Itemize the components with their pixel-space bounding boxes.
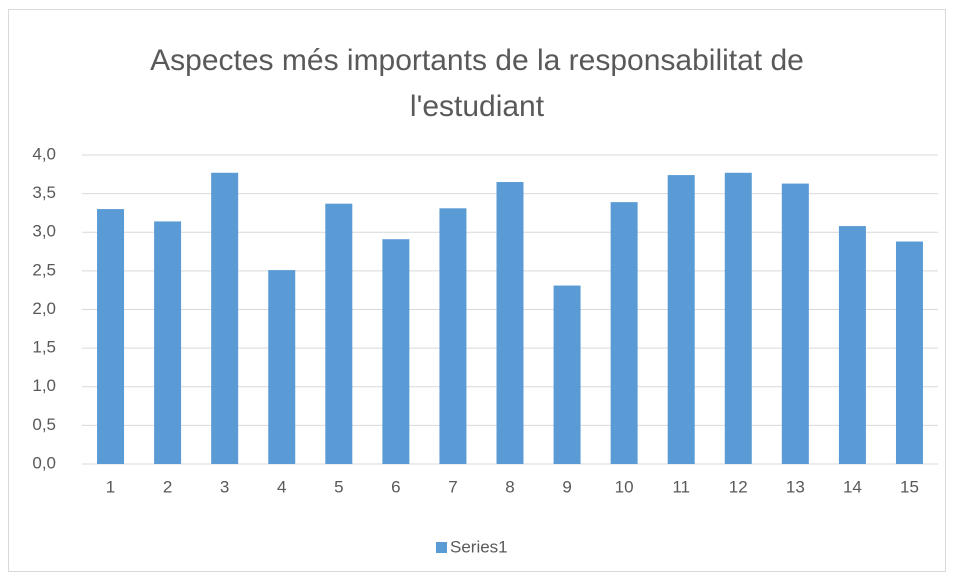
y-tick-label: 1,5 [32, 338, 56, 357]
bar [553, 285, 581, 464]
bar [610, 202, 638, 464]
bar [496, 182, 524, 464]
y-tick-label: 3,0 [32, 222, 56, 241]
y-tick-label: 2,5 [32, 260, 56, 279]
bar [211, 172, 239, 464]
bar [154, 221, 182, 464]
x-tick-label: 4 [277, 477, 286, 496]
bar [838, 226, 866, 464]
legend-label: Series1 [450, 537, 508, 556]
x-tick-label: 3 [220, 477, 229, 496]
x-tick-label: 14 [843, 477, 862, 496]
x-tick-label: 7 [448, 477, 457, 496]
bar [895, 241, 923, 464]
x-tick-label: 2 [163, 477, 172, 496]
x-tick-label: 13 [786, 477, 805, 496]
legend-swatch [436, 542, 447, 553]
x-tick-label: 8 [505, 477, 514, 496]
bar [439, 208, 467, 464]
x-tick-label: 10 [615, 477, 634, 496]
x-tick-label: 5 [334, 477, 343, 496]
x-tick-label: 1 [106, 477, 115, 496]
y-tick-label: 3,5 [32, 183, 56, 202]
chart-title: Aspectes més importants de la responsabi… [150, 44, 804, 123]
x-tick-label: 9 [562, 477, 571, 496]
x-tick-label: 12 [729, 477, 748, 496]
bar [97, 209, 125, 464]
bar [724, 172, 752, 464]
x-tick-label: 15 [900, 477, 919, 496]
y-tick-label: 1,0 [32, 376, 56, 395]
bar [325, 203, 353, 465]
bar [268, 270, 296, 464]
bar [382, 239, 410, 464]
y-tick-label: 4,0 [32, 144, 56, 163]
bar [781, 183, 809, 464]
x-tick-label: 6 [391, 477, 400, 496]
x-tick-label: 11 [672, 477, 690, 496]
y-tick-label: 2,0 [32, 299, 56, 318]
y-tick-label: 0,0 [32, 453, 56, 472]
y-tick-label: 0,5 [32, 415, 56, 434]
bar [667, 175, 695, 464]
